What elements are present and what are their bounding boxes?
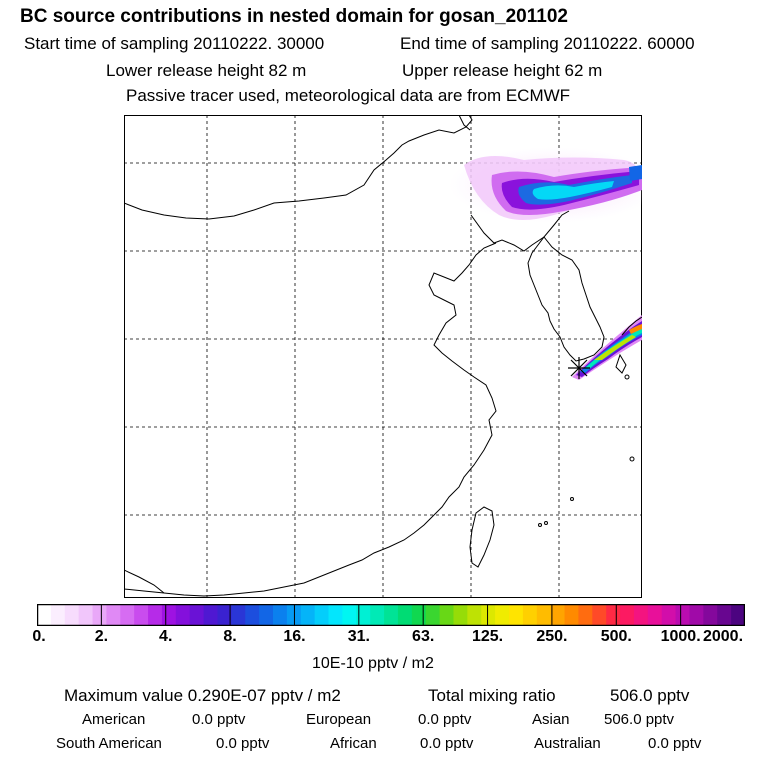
south-american-label: South American — [56, 735, 162, 752]
colorbar-swatch — [536, 604, 552, 626]
colorbar-swatch — [300, 604, 316, 626]
european-value: 0.0 pptv — [418, 711, 472, 728]
coastlines — [124, 115, 642, 597]
colorbar-swatch — [578, 604, 593, 626]
american-value: 0.0 pptv — [192, 711, 246, 728]
colorbar-swatch — [50, 604, 66, 626]
colorbar-label: 4. — [159, 628, 173, 645]
colorbar-swatch — [259, 604, 274, 626]
map-panel — [124, 115, 642, 598]
colorbar-swatch — [411, 604, 427, 626]
colorbar-swatch — [675, 604, 691, 626]
colorbar-swatch — [661, 604, 677, 626]
colorbar-label: 2. — [94, 628, 109, 645]
colorbar-swatch — [689, 604, 704, 626]
colorbar-swatch — [453, 604, 468, 626]
colorbar-swatch — [647, 604, 663, 626]
colorbar-label: 125. — [471, 628, 504, 645]
colorbar-swatch — [203, 604, 219, 626]
colorbar-swatch — [217, 604, 232, 626]
colorbar-label: 500. — [600, 628, 632, 645]
australian-value: 0.0 pptv — [648, 735, 702, 752]
colorbar-swatch — [620, 604, 635, 626]
colorbar-swatch — [564, 604, 580, 626]
colorbar-frame — [37, 604, 745, 626]
map-title: BC source contributions in nested domain… — [20, 6, 568, 27]
colorbar-swatch — [134, 604, 149, 626]
colorbar-swatch — [314, 604, 330, 626]
colorbar-label: 16. — [283, 628, 306, 645]
colorbar-swatch — [161, 604, 177, 626]
colorbar-swatch — [328, 604, 344, 626]
european-label: European — [306, 711, 372, 728]
colorbar-swatch — [106, 604, 121, 626]
colorbar-swatch — [120, 604, 135, 626]
colorbar-swatch — [148, 604, 163, 626]
colorbar-label: 8. — [223, 628, 237, 645]
south-american-value: 0.0 pptv — [216, 735, 270, 752]
colorbar-swatch — [481, 604, 496, 626]
colorbar-swatch — [231, 604, 246, 626]
colorbar — [37, 604, 745, 626]
asian-value: 506.0 pptv — [604, 711, 675, 728]
colorbar-swatch — [384, 604, 399, 626]
colorbar-swatch — [64, 604, 80, 626]
end-time: End time of sampling 20110222. 60000 — [400, 34, 695, 53]
colorbar-swatch — [342, 604, 357, 626]
colorbar-swatch — [92, 604, 108, 626]
tracer-note: Passive tracer used, meteorological data… — [126, 86, 571, 105]
colorbar-swatch — [175, 604, 191, 626]
colorbar-swatch — [550, 604, 566, 626]
colorbar-swatch — [606, 604, 621, 626]
colorbar-label: 63. — [412, 628, 435, 645]
colorbar-swatch — [592, 604, 607, 626]
colorbar-swatch — [717, 604, 732, 626]
maximum-value: Maximum value 0.290E-07 pptv / m2 — [64, 686, 341, 705]
colorbar-labels: 0. 2. 4. 8. 16. 31. 63. 125. 250. 500. 1000. 2000. — [0, 628, 768, 648]
colorbar-swatch — [633, 604, 649, 626]
tracer-plume-south — [572, 315, 642, 380]
colorbar-label: 250. — [536, 628, 568, 645]
colorbar-units: 10E-10 pptv / m2 — [312, 655, 434, 672]
upper-release-height: Upper release height 62 m — [402, 61, 603, 80]
american-label: American — [82, 711, 146, 728]
colorbar-swatch — [731, 604, 745, 626]
start-time: Start time of sampling 20110222. 30000 — [24, 34, 325, 53]
total-mixing-label: Total mixing ratio — [428, 686, 556, 705]
colorbar-swatch — [245, 604, 260, 626]
receptor-marker-icon — [568, 357, 590, 379]
colorbar-swatch — [703, 604, 718, 626]
asian-label: Asian — [532, 711, 570, 728]
colorbar-label: 1000. — [660, 628, 701, 645]
colorbar-label: 0. — [32, 628, 46, 645]
colorbar-swatch — [370, 604, 385, 626]
colorbar-swatch — [509, 604, 524, 626]
colorbar-swatch — [37, 604, 52, 626]
colorbar-label: 31. — [347, 628, 370, 645]
african-label: African — [330, 735, 377, 752]
african-value: 0.0 pptv — [420, 735, 474, 752]
colorbar-label: 2000. — [702, 628, 744, 645]
tracer-plume-north — [449, 147, 642, 223]
colorbar-swatch — [522, 604, 538, 626]
australian-label: Australian — [534, 735, 601, 752]
colorbar-swatch — [467, 604, 482, 626]
total-mixing-value: 506.0 pptv — [610, 686, 690, 705]
colorbar-swatch — [189, 604, 205, 626]
colorbar-swatch — [78, 604, 94, 626]
colorbar-swatch — [356, 604, 371, 626]
colorbar-swatch — [439, 604, 455, 626]
colorbar-swatch — [273, 604, 288, 626]
colorbar-swatch — [495, 604, 510, 626]
lower-release-height: Lower release height 82 m — [106, 61, 307, 80]
colorbar-swatch — [425, 604, 441, 626]
colorbar-swatch — [397, 604, 413, 626]
